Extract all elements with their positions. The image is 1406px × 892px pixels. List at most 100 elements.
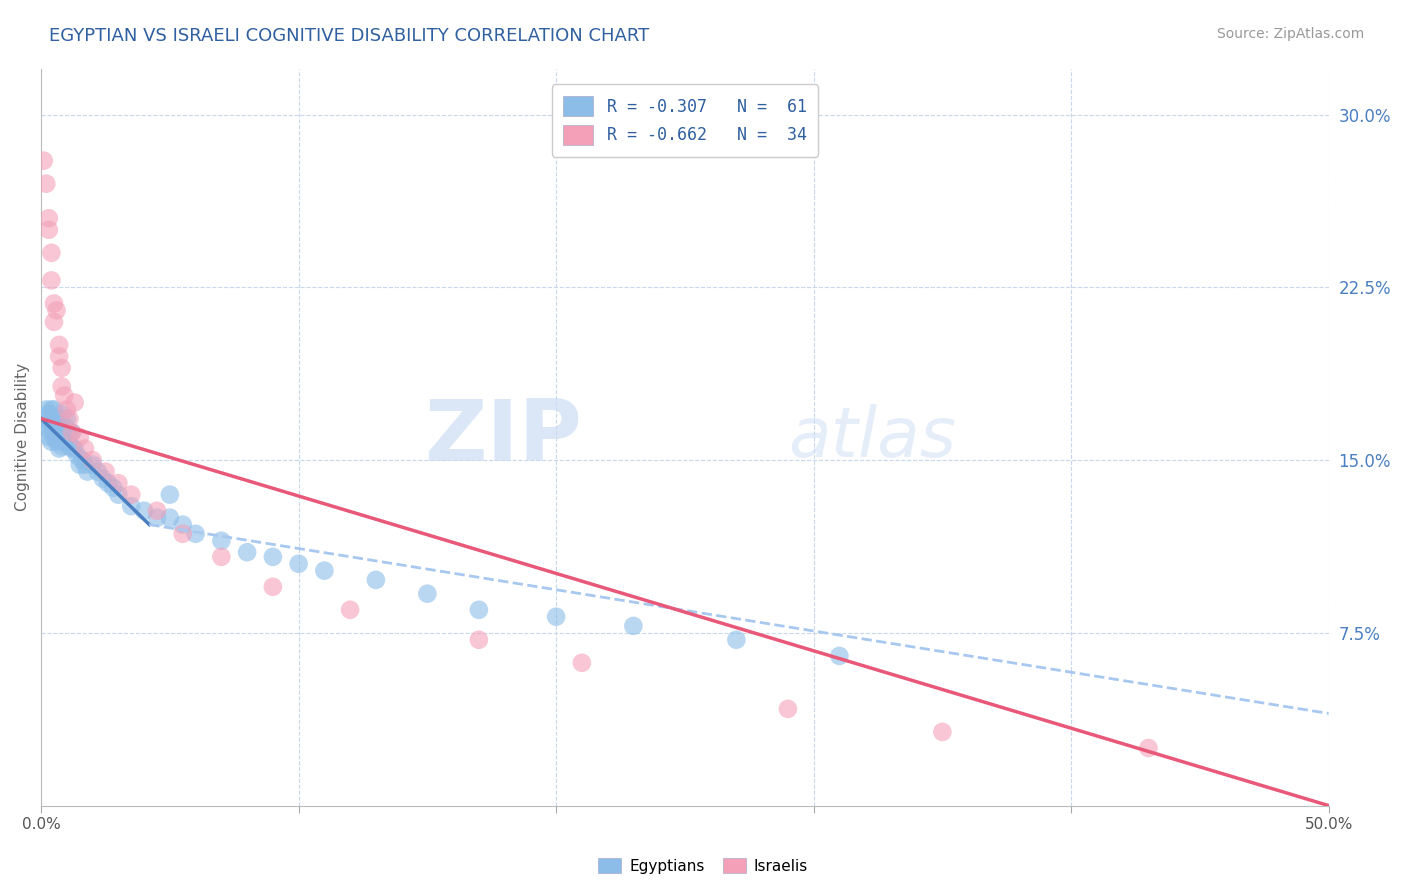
Point	[91, 471, 114, 485]
Point	[58, 439, 80, 453]
Point	[45, 434, 67, 449]
Point	[48, 338, 70, 352]
Point	[51, 407, 73, 421]
Point	[51, 423, 73, 437]
Point	[236, 545, 259, 559]
Point	[60, 425, 83, 440]
Point	[60, 442, 83, 456]
Point	[1137, 741, 1160, 756]
Point	[32, 153, 55, 168]
Text: EGYPTIAN VS ISRAELI COGNITIVE DISABILITY CORRELATION CHART: EGYPTIAN VS ISRAELI COGNITIVE DISABILITY…	[49, 27, 650, 45]
Point	[172, 517, 194, 532]
Point	[73, 442, 96, 456]
Point	[38, 423, 60, 437]
Point	[94, 465, 117, 479]
Point	[38, 430, 60, 444]
Point	[69, 458, 91, 472]
Legend: Egyptians, Israelis: Egyptians, Israelis	[592, 852, 814, 880]
Point	[38, 211, 60, 226]
Point	[48, 350, 70, 364]
Point	[82, 458, 104, 472]
Point	[53, 418, 76, 433]
Point	[725, 632, 748, 647]
Point	[42, 296, 65, 310]
Point	[35, 411, 58, 425]
Text: atlas: atlas	[787, 403, 956, 471]
Point	[159, 510, 181, 524]
Point	[35, 177, 58, 191]
Point	[621, 619, 644, 633]
Point	[287, 557, 309, 571]
Point	[42, 402, 65, 417]
Point	[339, 603, 361, 617]
Point	[45, 303, 67, 318]
Point	[41, 402, 63, 417]
Point	[38, 407, 60, 421]
Point	[38, 223, 60, 237]
Point	[66, 449, 89, 463]
Point	[41, 434, 63, 449]
Point	[41, 418, 63, 433]
Point	[103, 481, 125, 495]
Point	[209, 533, 232, 548]
Point	[159, 488, 181, 502]
Y-axis label: Cognitive Disability: Cognitive Disability	[15, 363, 30, 511]
Point	[56, 434, 79, 449]
Point	[172, 526, 194, 541]
Point	[53, 434, 76, 449]
Point	[209, 549, 232, 564]
Point	[776, 702, 799, 716]
Point	[35, 402, 58, 417]
Point	[262, 580, 284, 594]
Point	[468, 632, 491, 647]
Point	[184, 526, 207, 541]
Point	[73, 458, 96, 472]
Point	[48, 411, 70, 425]
Text: ZIP: ZIP	[425, 395, 582, 478]
Point	[51, 439, 73, 453]
Point	[76, 465, 98, 479]
Point	[42, 315, 65, 329]
Point	[32, 418, 55, 433]
Point	[48, 430, 70, 444]
Point	[146, 504, 169, 518]
Point	[41, 245, 63, 260]
Point	[571, 656, 593, 670]
Point	[120, 488, 142, 502]
Point	[546, 609, 568, 624]
Point	[262, 549, 284, 564]
Point	[48, 442, 70, 456]
Point	[56, 402, 79, 417]
Point	[58, 425, 80, 440]
Point	[58, 411, 80, 425]
Point	[72, 453, 94, 467]
Point	[41, 273, 63, 287]
Point	[107, 476, 129, 491]
Point	[107, 488, 129, 502]
Text: Source: ZipAtlas.com: Source: ZipAtlas.com	[1216, 27, 1364, 41]
Point	[63, 442, 86, 456]
Point	[42, 418, 65, 433]
Point	[468, 603, 491, 617]
Point	[53, 388, 76, 402]
Point	[828, 648, 851, 663]
Point	[63, 395, 86, 409]
Point	[364, 573, 387, 587]
Point	[314, 564, 336, 578]
Point	[146, 510, 169, 524]
Point	[69, 430, 91, 444]
Point	[45, 411, 67, 425]
Point	[87, 465, 110, 479]
Legend: R = -0.307   N =  61, R = -0.662   N =  34: R = -0.307 N = 61, R = -0.662 N = 34	[551, 84, 818, 157]
Point	[42, 430, 65, 444]
Point	[416, 587, 439, 601]
Point	[56, 425, 79, 440]
Point	[82, 453, 104, 467]
Point	[132, 504, 155, 518]
Point	[120, 499, 142, 513]
Point	[56, 411, 79, 425]
Point	[60, 425, 83, 440]
Point	[45, 425, 67, 440]
Point	[51, 379, 73, 393]
Point	[931, 725, 953, 739]
